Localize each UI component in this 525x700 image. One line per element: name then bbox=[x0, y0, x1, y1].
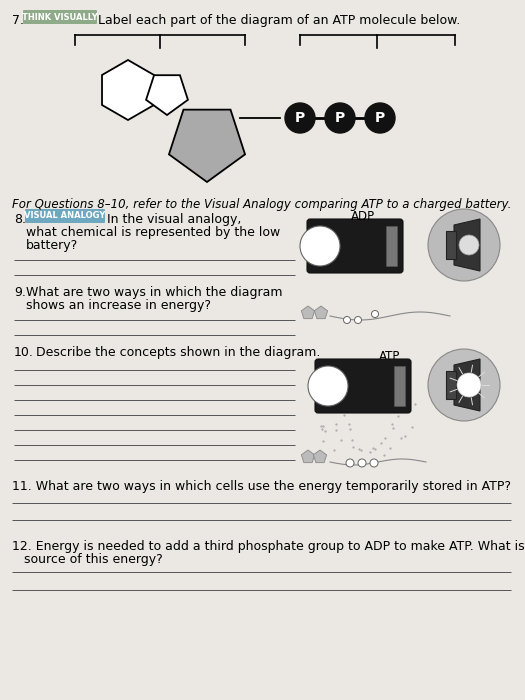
Circle shape bbox=[370, 459, 378, 467]
Text: THINK VISUALLY: THINK VISUALLY bbox=[22, 13, 98, 22]
Circle shape bbox=[428, 349, 500, 421]
Circle shape bbox=[365, 103, 395, 133]
Text: 9.: 9. bbox=[14, 286, 26, 299]
Circle shape bbox=[428, 209, 500, 281]
Text: ATP: ATP bbox=[379, 350, 401, 363]
Polygon shape bbox=[102, 60, 154, 120]
Bar bbox=[386, 226, 397, 266]
Bar bbox=[446, 231, 456, 259]
Polygon shape bbox=[454, 359, 480, 411]
Text: P: P bbox=[295, 111, 305, 125]
Text: ADP: ADP bbox=[351, 210, 375, 223]
Polygon shape bbox=[146, 75, 188, 115]
Circle shape bbox=[343, 316, 351, 323]
FancyBboxPatch shape bbox=[25, 209, 105, 223]
Text: 11. What are two ways in which cells use the energy temporarily stored in ATP?: 11. What are two ways in which cells use… bbox=[12, 480, 511, 493]
Text: battery?: battery? bbox=[26, 239, 78, 252]
Text: source of this energy?: source of this energy? bbox=[24, 553, 163, 566]
Text: Label each part of the diagram of an ATP molecule below.: Label each part of the diagram of an ATP… bbox=[98, 14, 460, 27]
Text: P: P bbox=[375, 111, 385, 125]
Circle shape bbox=[457, 373, 481, 397]
Text: VISUAL ANALOGY: VISUAL ANALOGY bbox=[24, 211, 106, 220]
Polygon shape bbox=[314, 306, 328, 318]
Polygon shape bbox=[454, 219, 480, 271]
Circle shape bbox=[285, 103, 315, 133]
Polygon shape bbox=[313, 450, 327, 463]
Text: 12. Energy is needed to add a third phosphate group to ADP to make ATP. What is : 12. Energy is needed to add a third phos… bbox=[12, 540, 525, 553]
Text: what chemical is represented by the low: what chemical is represented by the low bbox=[26, 226, 280, 239]
Polygon shape bbox=[301, 306, 314, 318]
Circle shape bbox=[300, 226, 340, 266]
Text: P: P bbox=[335, 111, 345, 125]
Circle shape bbox=[358, 459, 366, 467]
Circle shape bbox=[354, 316, 362, 323]
Polygon shape bbox=[169, 110, 245, 182]
Text: Describe the concepts shown in the diagram.: Describe the concepts shown in the diagr… bbox=[36, 346, 320, 359]
Circle shape bbox=[308, 366, 348, 406]
FancyBboxPatch shape bbox=[23, 10, 97, 24]
Text: What are two ways in which the diagram: What are two ways in which the diagram bbox=[26, 286, 282, 299]
Circle shape bbox=[346, 459, 354, 467]
Circle shape bbox=[325, 103, 355, 133]
FancyBboxPatch shape bbox=[315, 359, 411, 413]
Text: 10.: 10. bbox=[14, 346, 34, 359]
FancyBboxPatch shape bbox=[307, 219, 403, 273]
Polygon shape bbox=[301, 450, 314, 463]
Circle shape bbox=[459, 235, 479, 255]
Text: In the visual analogy,: In the visual analogy, bbox=[107, 213, 242, 226]
Text: 8.: 8. bbox=[14, 213, 26, 226]
Circle shape bbox=[372, 311, 379, 318]
Text: 7.: 7. bbox=[12, 14, 24, 27]
Text: For Questions 8–10, refer to the Visual Analogy comparing ATP to a charged batte: For Questions 8–10, refer to the Visual … bbox=[12, 198, 511, 211]
Text: shows an increase in energy?: shows an increase in energy? bbox=[26, 299, 211, 312]
Bar bbox=[394, 366, 405, 406]
Bar bbox=[446, 371, 456, 399]
